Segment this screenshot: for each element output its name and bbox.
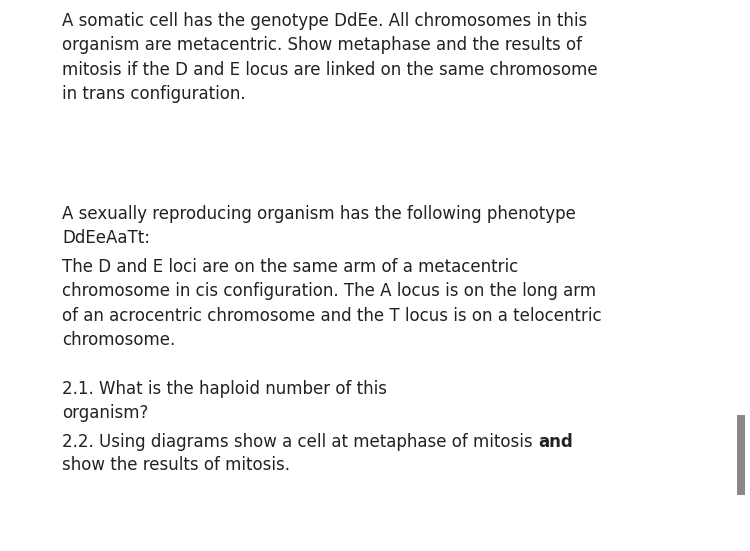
Text: 2.1. What is the haploid number of this
organism?: 2.1. What is the haploid number of this …	[62, 380, 387, 422]
Text: A somatic cell has the genotype DdEe. All chromosomes in this
organism are metac: A somatic cell has the genotype DdEe. Al…	[62, 12, 598, 103]
Text: The D and E loci are on the same arm of a metacentric
chromosome in cis configur: The D and E loci are on the same arm of …	[62, 258, 602, 349]
Bar	[737, 415, 745, 495]
Text: and: and	[538, 433, 573, 451]
Text: A sexually reproducing organism has the following phenotype
DdEeAaTt:: A sexually reproducing organism has the …	[62, 205, 576, 247]
Text: show the results of mitosis.: show the results of mitosis.	[62, 456, 290, 474]
Text: 2.2. Using diagrams show a cell at metaphase of mitosis: 2.2. Using diagrams show a cell at metap…	[62, 433, 538, 451]
